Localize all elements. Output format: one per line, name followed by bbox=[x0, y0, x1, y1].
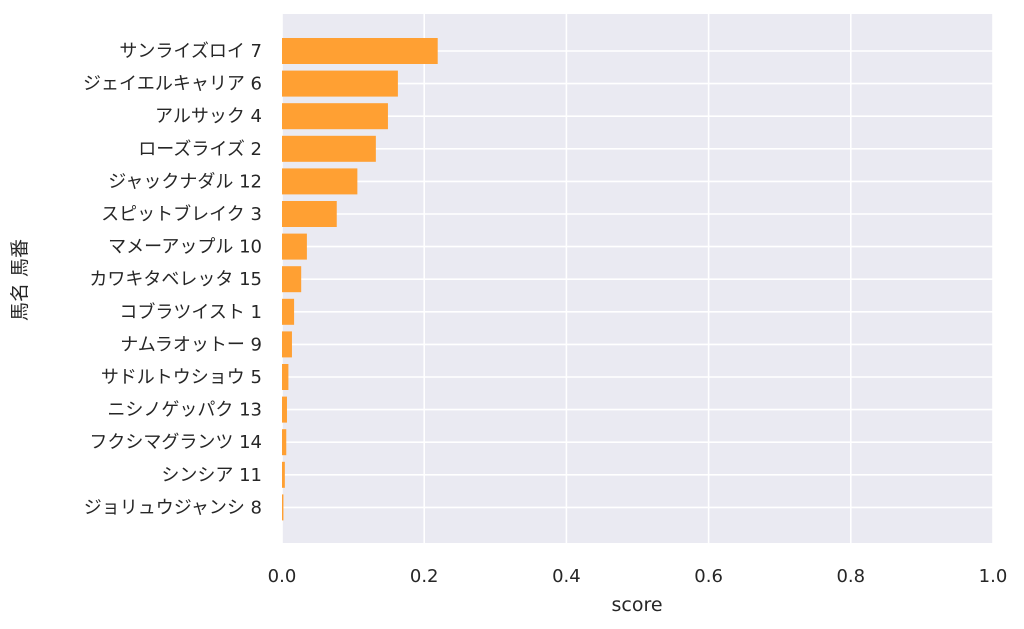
x-tick-label: 0.6 bbox=[694, 566, 723, 587]
x-tick-label: 0.4 bbox=[552, 566, 581, 587]
bar bbox=[282, 396, 287, 423]
y-tick-label: コブラツイスト 1 bbox=[119, 301, 262, 323]
bar bbox=[282, 364, 289, 390]
x-tick-labels: 0.0 0.2 0.4 0.6 0.8 1.0 bbox=[268, 566, 1008, 587]
y-tick-label: スピットブレイク 3 bbox=[101, 203, 262, 225]
y-tick-label: サンライズロイ 7 bbox=[119, 41, 262, 62]
y-tick-label: ジョリュウジャンシ 8 bbox=[84, 497, 262, 518]
x-tick-label: 0.2 bbox=[410, 566, 439, 587]
y-tick-label: シンシア 11 bbox=[161, 465, 262, 486]
bar bbox=[282, 38, 438, 64]
bar bbox=[282, 266, 302, 293]
y-tick-label: ニシノゲッパク 13 bbox=[107, 400, 262, 421]
y-tick-label: カワキタベレッタ 15 bbox=[89, 269, 262, 290]
bar bbox=[282, 103, 388, 130]
y-axis-title: 馬名 馬番 bbox=[9, 239, 31, 321]
y-tick-label: ローズライズ 2 bbox=[138, 139, 262, 160]
y-tick-label: ジェイエルキャリア 6 bbox=[83, 74, 262, 95]
bar bbox=[282, 461, 285, 488]
y-tick-label: ジャックナダル 12 bbox=[108, 171, 262, 192]
y-tick-label: マメーアップル 10 bbox=[108, 237, 262, 258]
bar bbox=[282, 201, 337, 227]
y-tick-label: アルサック 4 bbox=[155, 106, 262, 127]
y-tick-label: フクシマグランツ 14 bbox=[89, 432, 262, 453]
grid-lines bbox=[281, 14, 994, 543]
bar bbox=[282, 331, 292, 358]
y-tick-label: サドルトウショウ 5 bbox=[101, 367, 262, 388]
x-tick-label: 0.0 bbox=[268, 566, 297, 587]
bars bbox=[282, 38, 438, 521]
x-axis-title: score bbox=[611, 594, 662, 616]
y-tick-labels: サンライズロイ 7 ジェイエルキャリア 6 アルサック 4 ローズライズ 2 ジャックナ… bbox=[83, 41, 262, 518]
bar bbox=[282, 168, 358, 195]
bar bbox=[282, 70, 398, 97]
bar bbox=[282, 494, 284, 521]
x-tick-label: 1.0 bbox=[979, 566, 1008, 587]
bar bbox=[282, 298, 295, 325]
bar bbox=[282, 429, 287, 456]
y-tick-label: ナムラオットー 9 bbox=[120, 334, 262, 355]
bar bbox=[282, 233, 307, 260]
x-tick-label: 0.8 bbox=[836, 566, 865, 587]
bar bbox=[282, 135, 376, 162]
